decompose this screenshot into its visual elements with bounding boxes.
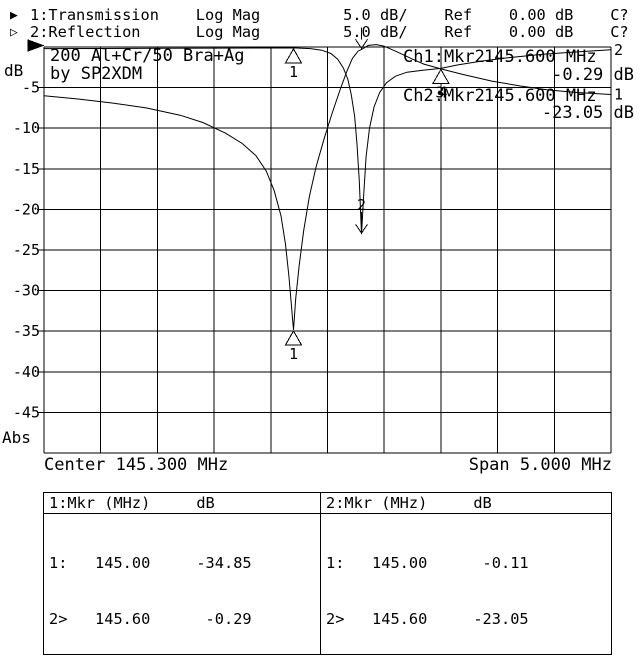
svg-text:3: 3: [435, 83, 444, 101]
marker-table-ch2-header: 2:Mkr (MHz) dB: [321, 493, 611, 514]
channel2-header: ▷ 2:Reflection Log Mag 5.0 dB/ Ref 0.00 d…: [10, 24, 629, 41]
x-axis-span-label: Span 5.000 MHz: [468, 455, 612, 475]
plot-title: 200 Al+Cr/50 Bra+Ag: [50, 46, 245, 66]
marker-table-ch2: 2:Mkr (MHz) dB 1: 145.00 -0.11 2> 145.60…: [320, 492, 612, 655]
svg-text:-45: -45: [13, 403, 40, 421]
svg-text:-5: -5: [22, 79, 40, 97]
active-channel-icon: ▶: [10, 8, 18, 23]
marker-table-row: 1: 145.00 -0.11: [326, 554, 529, 572]
marker-table-row: 2> 145.60 -23.05: [326, 609, 529, 628]
plot-subtitle: by SP2XDM: [50, 64, 143, 84]
ch2-marker-value: -23.05 dB: [541, 103, 634, 123]
channel2-header-text: 2:Reflection Log Mag 5.0 dB/ Ref 0.00 dB…: [30, 23, 629, 41]
ch2-marker-label: Ch2:Mkr2: [403, 86, 485, 106]
svg-text:-40: -40: [13, 363, 40, 381]
y-axis-bottom-label: Abs: [2, 428, 31, 447]
inactive-channel-icon: ▷: [10, 25, 18, 40]
x-axis-center-label: Center 145.300 MHz: [44, 455, 229, 475]
ch1-marker-label: Ch1:Mkr2: [403, 47, 485, 67]
svg-text:-35: -35: [13, 322, 40, 340]
y-axis-unit-label: dB: [4, 61, 24, 80]
svg-text:1: 1: [289, 345, 298, 363]
svg-text:-30: -30: [13, 282, 40, 300]
svg-text:2: 2: [357, 196, 366, 214]
marker-table-row: 2> 145.60 -0.29: [49, 609, 252, 628]
channel1-header-text: 1:Transmission Log Mag 5.0 dB/ Ref 0.00 …: [30, 6, 629, 24]
svg-text:-10: -10: [13, 119, 40, 137]
svg-text:1: 1: [614, 86, 623, 104]
svg-text:4: 4: [438, 83, 447, 101]
ch2-marker-frequency: 145.600 MHz: [484, 86, 597, 106]
marker-table-ch1-header: 1:Mkr (MHz) dB: [44, 493, 320, 514]
svg-text:2: 2: [614, 41, 623, 59]
ch1-marker-value: -0.29 dB: [552, 65, 634, 85]
svg-text:-20: -20: [13, 200, 40, 218]
ch1-marker-frequency: 145.600 MHz: [484, 47, 597, 67]
plot-area: -5 -10 -15 -20 -25 -30 -35 -40 -45 1 2 1 1 2 34: [13, 27, 623, 454]
channel1-header: ▶ 1:Transmission Log Mag 5.0 dB/ Ref 0.00…: [10, 7, 629, 24]
marker-table-row: 1: 145.00 -34.85: [49, 554, 252, 572]
svg-text:1: 1: [289, 63, 298, 81]
marker-table-ch1: 1:Mkr (MHz) dB 1: 145.00 -34.85 2> 145.6…: [43, 492, 320, 655]
svg-text:-25: -25: [13, 241, 40, 259]
svg-text:-15: -15: [13, 160, 40, 178]
